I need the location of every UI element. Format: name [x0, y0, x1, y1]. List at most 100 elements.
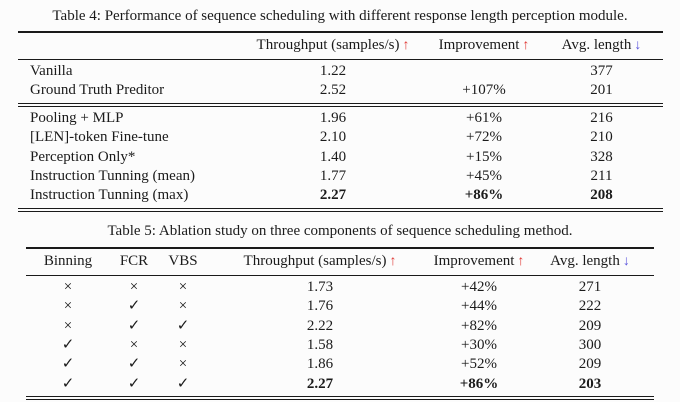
cell-avg-length: 203	[578, 375, 602, 392]
cell-fcr: ×	[129, 337, 139, 354]
cell-avg-length: 216	[590, 109, 613, 126]
table5-header-avg-length: Avg. length ↓	[526, 248, 654, 276]
table-row: Pooling + MLP 1.96 +61% 216	[18, 105, 663, 128]
column-label: Avg. length	[550, 252, 620, 269]
cell-improvement: +72%	[466, 129, 502, 146]
table5-caption: Table 5: Ablation study on three compone…	[107, 222, 573, 239]
table5-header-improvement: Improvement ↑	[432, 248, 526, 276]
cell-throughput: 2.22	[306, 317, 334, 334]
cell-throughput: 2.10	[319, 129, 347, 146]
table-row: ✓ × × 1.58 +30% 300	[26, 336, 654, 355]
cell-method: Instruction Tunning (max)	[30, 187, 189, 204]
cell-vbs: ✓	[176, 375, 190, 392]
cell-throughput: 2.27	[306, 375, 334, 392]
cell-method: Pooling + MLP	[30, 109, 124, 126]
cell-improvement: +44%	[461, 298, 497, 315]
cell-method: Perception Only*	[30, 148, 136, 165]
cell-improvement: +30%	[461, 337, 497, 354]
table-row: ✓ ✓ × 1.86 +52% 209	[26, 355, 654, 374]
cell-avg-length: 209	[578, 317, 602, 334]
cell-fcr: ✓	[127, 317, 141, 334]
table-row: Vanilla 1.22 377	[18, 60, 663, 82]
cell-improvement: +82%	[461, 317, 497, 334]
table4-caption: Table 4: Performance of sequence schedul…	[52, 8, 628, 24]
table-row: × × × 1.73 +42% 271	[26, 275, 654, 297]
cell-vbs: ×	[178, 298, 188, 315]
cell-method: [LEN]-token Fine-tune	[30, 129, 169, 146]
cell-avg-length: 377	[590, 63, 613, 79]
column-label: Throughput (samples/s)	[243, 252, 387, 269]
cell-method: Ground Truth Preditor	[30, 82, 165, 99]
table-row: [LEN]-token Fine-tune 2.10 +72% 210	[18, 128, 663, 147]
table4-header-throughput: Throughput (samples/s) ↑	[238, 32, 428, 60]
table-row: Perception Only* 1.40 +15% 328	[18, 148, 663, 167]
table-row: Instruction Tunning (max) 2.27 +86% 208	[18, 186, 663, 210]
cell-binning: ×	[63, 317, 73, 334]
cell-fcr: ✓	[127, 375, 141, 392]
cell-throughput: 1.22	[319, 63, 347, 79]
cell-improvement: +45%	[466, 168, 502, 185]
cell-throughput: 1.76	[306, 298, 334, 315]
table5-header-row: Binning FCR VBS Throughput (samples/s) ↑ …	[26, 247, 654, 276]
table-row: Instruction Tunning (mean) 1.77 +45% 211	[18, 167, 663, 186]
down-arrow-icon: ↓	[622, 253, 630, 269]
cell-throughput: 1.86	[306, 356, 334, 373]
cell-improvement: +86%	[459, 375, 499, 392]
cell-binning: ✓	[61, 337, 75, 354]
table4-header-improvement: Improvement ↑	[428, 32, 540, 60]
cell-throughput: 1.73	[306, 278, 334, 295]
cell-throughput: 1.58	[306, 337, 334, 354]
column-label: Avg. length	[561, 37, 632, 53]
cell-vbs: ×	[178, 337, 188, 354]
cell-avg-length: 208	[590, 187, 613, 204]
cell-method: Vanilla	[30, 63, 73, 79]
down-arrow-icon: ↓	[634, 38, 642, 53]
cell-avg-length: 300	[578, 337, 602, 354]
table5-header-binning: Binning	[43, 252, 93, 269]
cell-throughput: 1.40	[319, 148, 347, 165]
cell-fcr: ✓	[127, 356, 141, 373]
up-arrow-icon: ↑	[522, 38, 530, 53]
cell-improvement	[428, 60, 540, 82]
cell-binning: ×	[63, 278, 73, 295]
cell-binning: ✓	[61, 356, 75, 373]
table5-header-vbs: VBS	[168, 252, 198, 269]
cell-vbs: ×	[178, 278, 188, 295]
table-row: Ground Truth Preditor 2.52 +107% 201	[18, 81, 663, 105]
cell-avg-length: 328	[590, 148, 613, 165]
cell-vbs: ×	[178, 356, 188, 373]
cell-throughput: 2.27	[319, 187, 347, 204]
table4-header-method-empty	[18, 32, 238, 60]
column-label: Improvement	[433, 252, 515, 269]
cell-binning: ✓	[61, 375, 75, 392]
table-row: ✓ ✓ ✓ 2.27 +86% 203	[26, 375, 654, 399]
cell-avg-length: 271	[578, 278, 602, 295]
cell-fcr: ✓	[127, 298, 141, 315]
table-row: × ✓ ✓ 2.22 +82% 209	[26, 317, 654, 336]
cell-avg-length: 211	[590, 168, 613, 185]
cell-throughput: 1.96	[319, 109, 347, 126]
cell-avg-length: 201	[590, 82, 613, 99]
cell-improvement: +15%	[466, 148, 502, 165]
up-arrow-icon: ↑	[517, 253, 525, 269]
cell-improvement: +52%	[461, 356, 497, 373]
cell-vbs: ✓	[176, 317, 190, 334]
column-label: Throughput (samples/s)	[256, 37, 400, 53]
cell-method: Instruction Tunning (mean)	[30, 168, 195, 185]
cell-improvement: +61%	[466, 109, 502, 126]
table4-header-row: Throughput (samples/s) ↑ Improvement ↑ Avg…	[18, 32, 663, 60]
cell-throughput: 1.77	[319, 168, 347, 185]
cell-improvement: +42%	[461, 278, 497, 295]
table5-header-throughput: Throughput (samples/s) ↑	[208, 248, 432, 276]
cell-fcr: ×	[129, 278, 139, 295]
table5-header-fcr: FCR	[119, 252, 149, 269]
cell-avg-length: 209	[578, 356, 602, 373]
cell-improvement: +86%	[464, 187, 504, 204]
up-arrow-icon: ↑	[402, 38, 410, 53]
table4: Throughput (samples/s) ↑ Improvement ↑ Avg…	[18, 31, 663, 212]
up-arrow-icon: ↑	[389, 253, 397, 269]
table5: Binning FCR VBS Throughput (samples/s) ↑ …	[26, 247, 654, 400]
cell-throughput: 2.52	[319, 82, 347, 99]
cell-avg-length: 222	[578, 298, 602, 315]
